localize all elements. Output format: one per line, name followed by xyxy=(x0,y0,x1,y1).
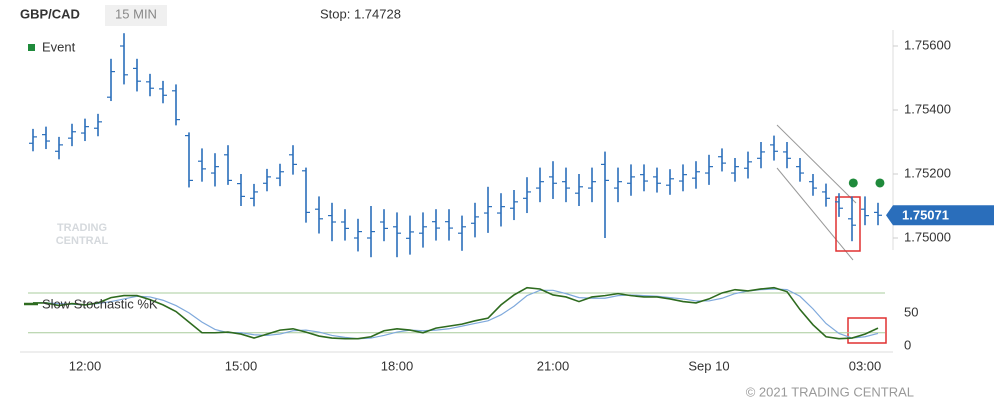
x-tick-label: 12:00 xyxy=(69,358,102,373)
interval-badge xyxy=(105,5,167,26)
stop: Stop: 1.74728 xyxy=(320,6,401,21)
y-tick-label: 1.75600 xyxy=(904,37,951,52)
x-tick-label: 03:00 xyxy=(849,358,882,373)
event-dot xyxy=(848,178,858,188)
legend-label: Slow Stochastic %K xyxy=(42,296,158,311)
y-tick-label: 1.75400 xyxy=(904,101,951,116)
symbol: GBP/CAD xyxy=(20,6,80,21)
channel-line xyxy=(776,124,857,204)
stoch-line xyxy=(33,286,879,340)
interval: 15 MIN xyxy=(115,6,157,21)
x-tick-label: 15:00 xyxy=(225,358,258,373)
legend-swatch xyxy=(28,44,35,51)
x-tick-label: 18:00 xyxy=(381,358,414,373)
highlight-box xyxy=(835,196,861,252)
y-tick-label: 1.75000 xyxy=(904,229,951,244)
event-dot xyxy=(875,178,885,188)
stoch-line xyxy=(33,288,879,340)
watermark: TRADING xyxy=(57,222,107,234)
channel-line xyxy=(776,167,854,261)
price-tag xyxy=(886,205,994,226)
copyright: © 2021 TRADING CENTRAL xyxy=(746,384,914,399)
x-tick-label: 21:00 xyxy=(537,358,570,373)
y-tick-label: 0 xyxy=(904,337,911,352)
y-tick-label: 1.75200 xyxy=(904,165,951,180)
y-tick-label: 50 xyxy=(904,304,918,319)
watermark: CENTRAL xyxy=(56,235,109,247)
legend-label: Event xyxy=(42,39,76,54)
x-tick-label: Sep 10 xyxy=(688,358,729,373)
highlight-box xyxy=(847,317,887,344)
price-tag-label: 1.75071 xyxy=(902,208,949,223)
